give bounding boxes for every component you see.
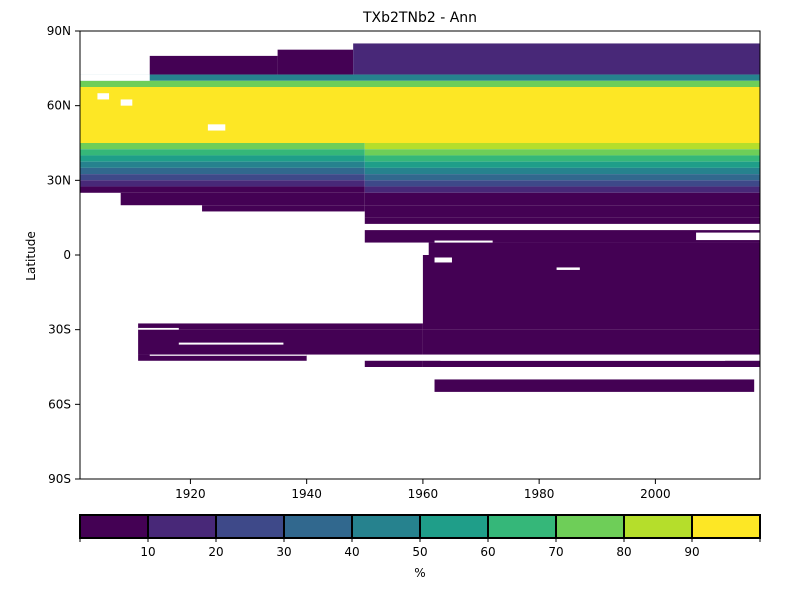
y-tick-label: 30S <box>48 323 71 337</box>
colorbar-tick-label: 10 <box>140 545 155 559</box>
x-tick-label: 1960 <box>408 487 439 501</box>
colorbar-tick-label: 60 <box>480 545 495 559</box>
y-tick-label: 90N <box>47 24 71 38</box>
heatmap-cell <box>80 180 365 187</box>
heatmap-gap <box>80 74 150 81</box>
y-tick-label: 30N <box>47 173 71 187</box>
y-tick-label: 90S <box>48 472 71 486</box>
heatmap-gap <box>207 124 226 131</box>
heatmap-gap <box>97 93 110 100</box>
heatmap-gap <box>138 327 179 330</box>
heatmap-gap <box>434 240 493 243</box>
heatmap-cell <box>422 360 760 367</box>
heatmap-cell <box>80 80 760 87</box>
heatmap-cell <box>364 192 760 206</box>
colorbar-tick-label: 20 <box>208 545 223 559</box>
y-tick-label: 60N <box>47 99 71 113</box>
heatmap-cell <box>364 205 760 218</box>
colorbar-tick-label: 90 <box>684 545 699 559</box>
x-tick-label: 1940 <box>291 487 322 501</box>
colorbar-ticks: 10 20 30 40 50 60 70 80 90 <box>79 538 761 559</box>
heatmap-cell <box>138 354 307 361</box>
heatmap-gap <box>434 257 452 263</box>
heatmap-cells <box>80 43 760 392</box>
chart-title: TXb2TNb2 - Ann <box>362 10 477 26</box>
colorbar-swatch <box>283 514 353 539</box>
heatmap-cell <box>353 43 760 75</box>
heatmap-gap <box>556 267 580 270</box>
colorbar-tick-label: 40 <box>344 545 359 559</box>
heatmap-cell <box>80 167 365 175</box>
y-axis: 90N 60N 30N 0 30S 60S 90S <box>47 24 80 486</box>
heatmap-cell <box>364 230 760 243</box>
heatmap-cell <box>80 155 365 162</box>
heatmap-cell <box>364 143 760 150</box>
colorbar-tick-label: 30 <box>276 545 291 559</box>
heatmap-cell <box>422 255 760 330</box>
heatmap-cell <box>80 174 365 181</box>
heatmap-cell <box>422 329 760 355</box>
colorbar <box>79 514 761 539</box>
x-tick-label: 1980 <box>524 487 555 501</box>
colorbar-swatch <box>555 514 625 539</box>
heatmap-cell <box>138 329 423 355</box>
heatmap-cell <box>138 323 423 330</box>
y-tick-label: 0 <box>63 248 71 262</box>
heatmap-gap <box>440 359 726 361</box>
heatmap-cell <box>364 360 423 367</box>
colorbar-tick-label: 80 <box>616 545 631 559</box>
heatmap-cell <box>80 161 365 168</box>
y-tick-label: 60S <box>48 397 71 411</box>
heatmap-gap <box>696 232 760 241</box>
heatmap-cell <box>202 205 365 212</box>
y-axis-label: Latitude <box>24 231 38 280</box>
heatmap-cell <box>364 180 760 187</box>
colorbar-swatch <box>623 514 693 539</box>
heatmap-cell <box>80 87 760 143</box>
colorbar-label: % <box>414 566 425 580</box>
colorbar-tick-label: 70 <box>548 545 563 559</box>
colorbar-swatch <box>147 514 217 539</box>
heatmap-cell <box>80 149 365 156</box>
heatmap-cell <box>80 186 365 193</box>
colorbar-swatch <box>79 514 149 539</box>
heatmap-cell <box>120 192 365 206</box>
colorbar-swatch <box>691 514 761 539</box>
heatmap-cell <box>434 379 755 392</box>
heatmap-cell <box>364 149 760 156</box>
heatmap-cell <box>428 242 760 255</box>
heatmap-cell <box>277 49 354 75</box>
heatmap-cell <box>364 186 760 193</box>
heatmap-cell <box>364 174 760 181</box>
colorbar-swatch <box>419 514 489 539</box>
heatmap-cell <box>80 143 365 150</box>
heatmap-cell <box>80 74 760 81</box>
colorbar-swatch <box>351 514 421 539</box>
colorbar-swatch <box>487 514 557 539</box>
heatmap-cell <box>364 167 760 175</box>
heatmap-gap <box>178 342 284 345</box>
heatmap-cell <box>364 155 760 162</box>
heatmap-cell <box>364 161 760 168</box>
x-tick-label: 1920 <box>175 487 206 501</box>
heatmap-gap <box>120 99 133 106</box>
heatmap-cell <box>364 217 760 224</box>
heatmap-gaps <box>80 74 760 361</box>
colorbar-tick-label: 50 <box>412 545 427 559</box>
colorbar-swatch <box>215 514 285 539</box>
heatmap-cell <box>149 55 278 75</box>
heatmap-gap <box>149 354 307 356</box>
x-tick-label: 2000 <box>640 487 671 501</box>
x-axis: 1920 1940 1960 1980 2000 <box>175 479 671 501</box>
